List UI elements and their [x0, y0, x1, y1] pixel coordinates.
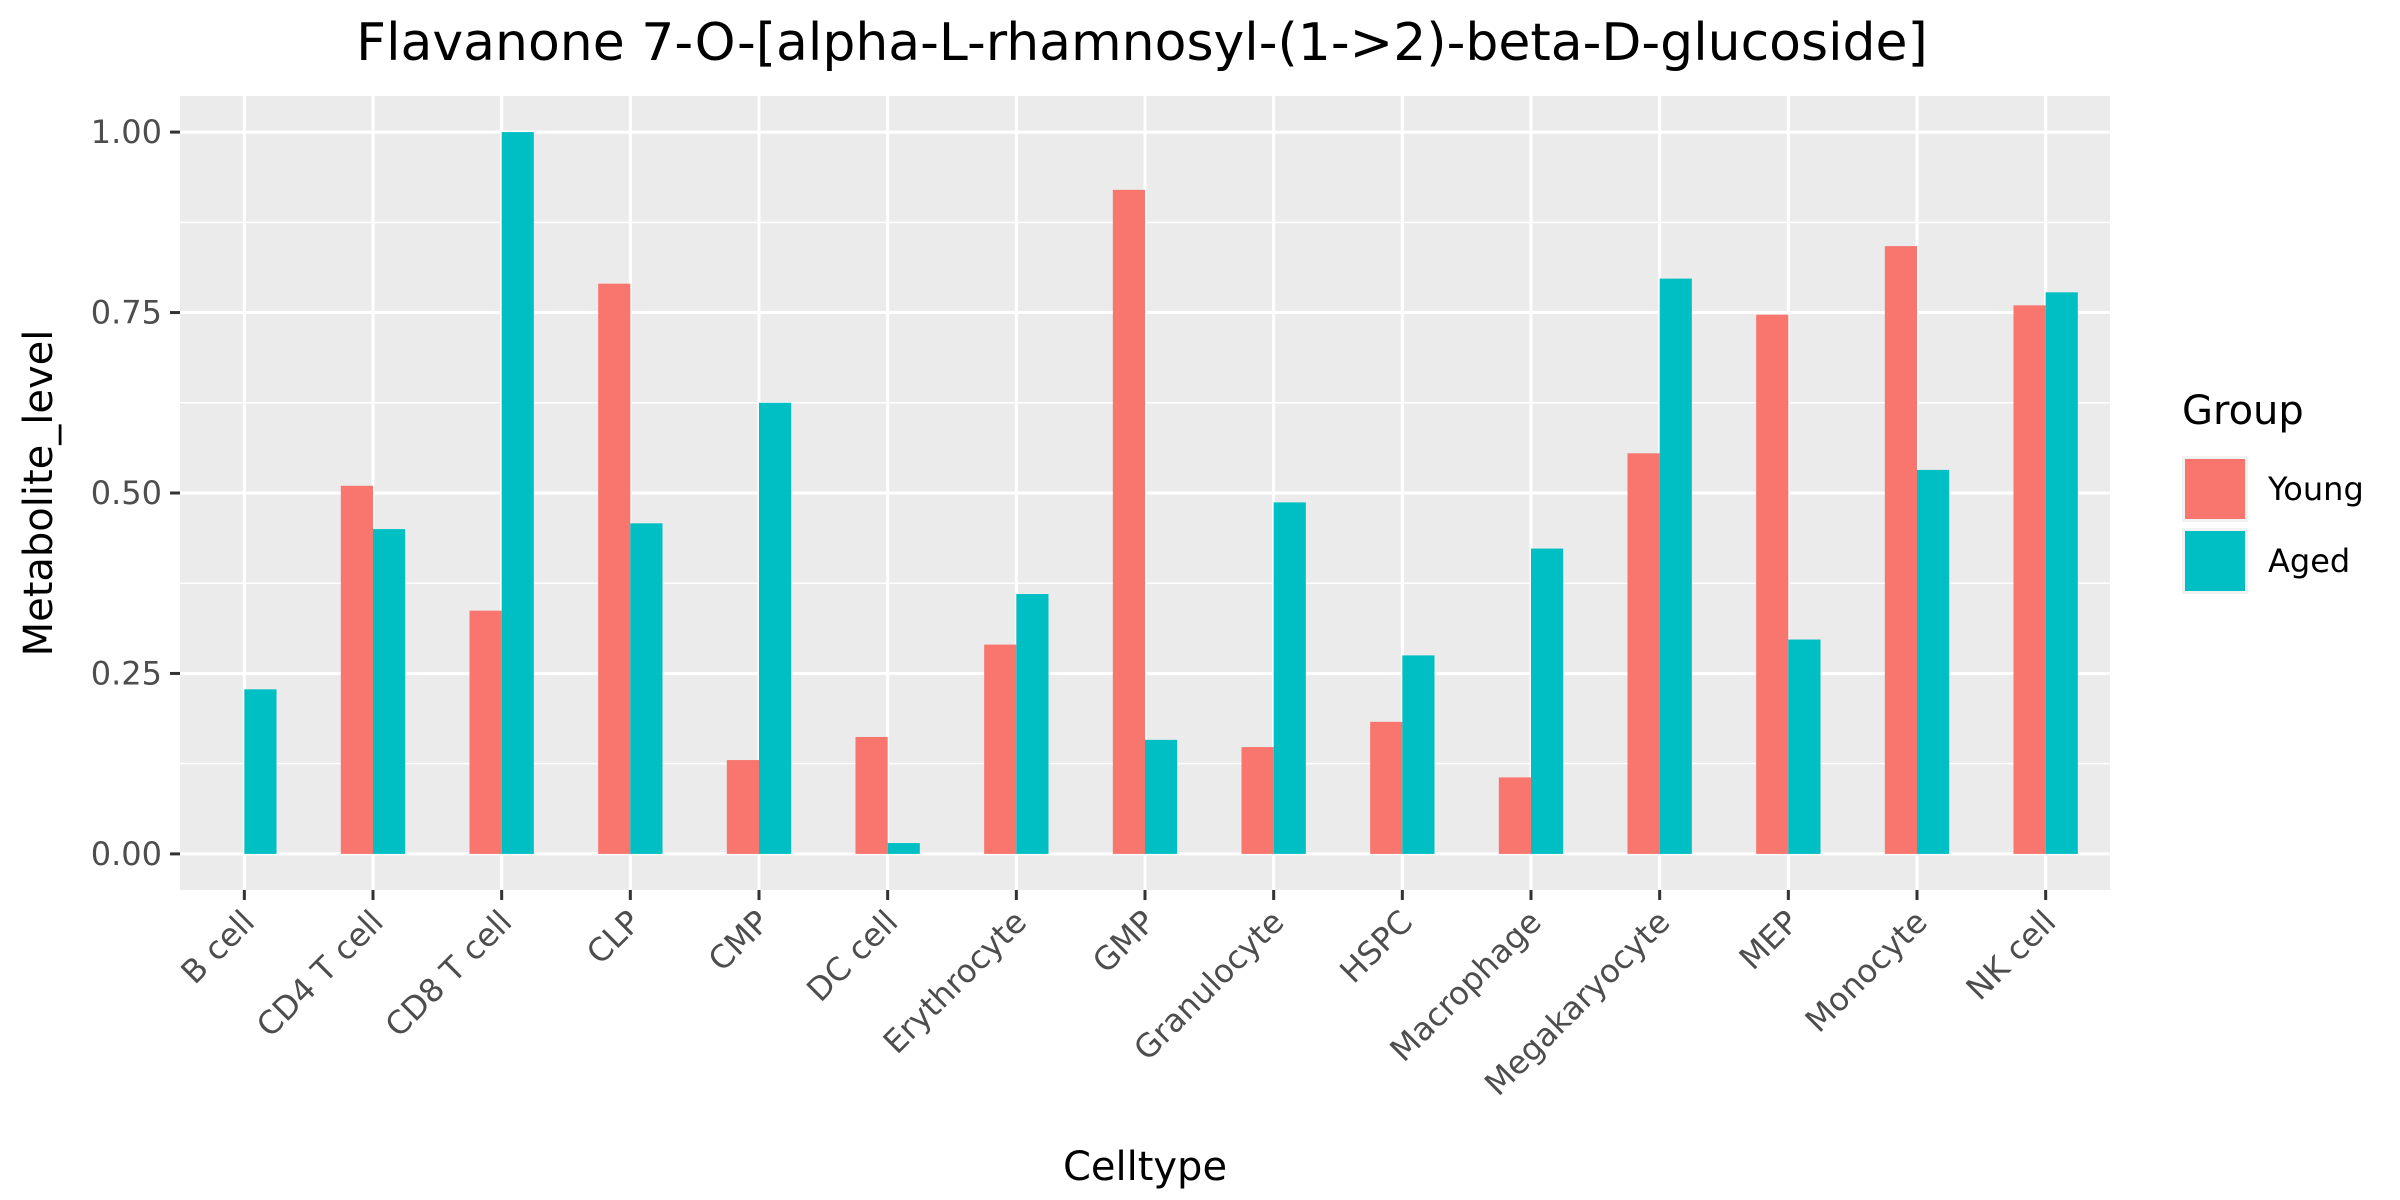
bar-aged-monocyte	[1917, 469, 1950, 854]
y-axis-title: Metabolite_level	[16, 330, 62, 657]
bar-aged-granulocyte	[1273, 502, 1306, 854]
x-tick-label: HSPC	[1332, 903, 1420, 991]
legend-key-young	[2185, 459, 2245, 519]
x-tick-label: Monocyte	[1798, 903, 1935, 1040]
bar-aged-cmp	[759, 402, 792, 854]
bar-young-clp	[598, 283, 631, 854]
bar-young-gmp	[1112, 189, 1145, 854]
bar-aged-hspc	[1402, 655, 1435, 854]
bar-young-megakaryocyte	[1627, 453, 1660, 854]
x-axis-title: Celltype	[1063, 1144, 1227, 1190]
y-tick-label: 0.25	[91, 654, 162, 692]
legend: Group Young Aged	[2182, 388, 2364, 594]
y-axis: 0.00 0.25 0.50 0.75 1.00	[91, 113, 180, 873]
y-tick-label: 0.00	[91, 835, 162, 873]
bar-young-dc-cell	[855, 736, 888, 854]
bars	[244, 132, 2078, 854]
bar-aged-macrophage	[1531, 548, 1564, 854]
bar-young-macrophage	[1498, 777, 1531, 854]
x-tick-label: B cell	[173, 903, 262, 992]
y-tick-label: 0.75	[91, 294, 162, 332]
x-tick-label: CD4 T cell	[249, 903, 391, 1045]
legend-title: Group	[2182, 388, 2304, 434]
x-tick-label: GMP	[1085, 903, 1163, 981]
bar-aged-gmp	[1145, 739, 1178, 854]
bar-aged-erythrocyte	[1016, 594, 1049, 854]
legend-key-aged	[2185, 531, 2245, 591]
x-tick-label: NK cell	[1959, 903, 2064, 1008]
y-tick-label: 1.00	[91, 113, 162, 151]
x-tick-label: CLP	[579, 903, 648, 972]
x-tick-label: CD8 T cell	[378, 903, 520, 1045]
bar-aged-cd4-t-cell	[373, 529, 406, 854]
bar-young-cd4-t-cell	[340, 485, 373, 854]
bar-young-mep	[1756, 314, 1789, 854]
bar-young-erythrocyte	[984, 644, 1017, 854]
chart-title: Flavanone 7-O-[alpha-L-rhamnosyl-(1->2)-…	[356, 13, 1928, 73]
legend-label-young: Young	[2267, 470, 2364, 508]
bar-aged-clp	[630, 523, 663, 854]
bar-young-cd8-t-cell	[469, 610, 502, 854]
bar-young-granulocyte	[1241, 747, 1274, 854]
bar-aged-mep	[1788, 639, 1821, 854]
x-tick-label: DC cell	[799, 903, 905, 1009]
bar-young-monocyte	[1884, 246, 1917, 854]
bar-young-hspc	[1370, 721, 1403, 854]
bar-young-cmp	[726, 760, 759, 854]
bar-aged-b-cell	[244, 689, 277, 854]
bar-aged-megakaryocyte	[1659, 278, 1692, 854]
legend-label-aged: Aged	[2268, 542, 2350, 580]
x-tick-label: MEP	[1732, 903, 1806, 977]
bar-young-nk-cell	[2013, 305, 2046, 854]
bar-aged-nk-cell	[2045, 292, 2078, 854]
y-tick-label: 0.50	[91, 474, 162, 512]
bar-aged-dc-cell	[887, 843, 920, 854]
x-tick-label: CMP	[701, 903, 777, 979]
bar-aged-cd8-t-cell	[501, 132, 534, 854]
